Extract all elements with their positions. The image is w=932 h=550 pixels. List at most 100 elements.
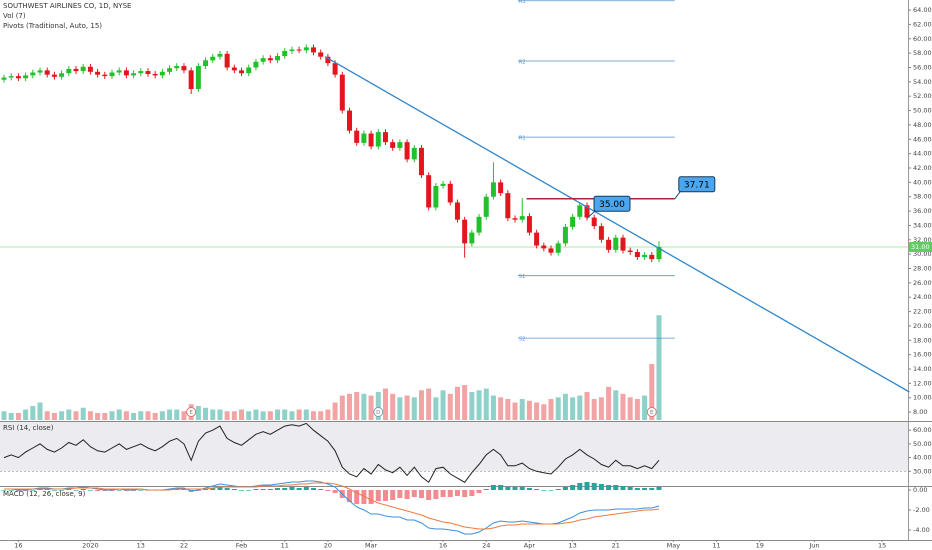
volume-bar xyxy=(51,413,57,420)
candle-body xyxy=(534,232,540,246)
rsi-band xyxy=(0,422,908,472)
volume-bar xyxy=(447,393,453,420)
candle-body xyxy=(239,70,245,74)
histogram-bar xyxy=(404,490,410,499)
candle-body xyxy=(361,133,367,143)
candle-body xyxy=(548,248,554,253)
event-label: D xyxy=(376,410,380,416)
histogram-bar xyxy=(289,487,295,490)
candle-body xyxy=(159,71,165,76)
candle-body xyxy=(267,58,273,61)
histogram-bar xyxy=(476,490,482,493)
candle-body xyxy=(138,71,144,74)
histogram-bar xyxy=(469,490,475,496)
volume-bar xyxy=(30,406,36,420)
volume-bar xyxy=(275,409,281,420)
y-tick-label: 16.00 xyxy=(913,351,932,359)
volume-bar xyxy=(339,395,345,420)
candle-body xyxy=(23,75,29,79)
volume-bar xyxy=(95,413,101,420)
volume-bar xyxy=(102,413,108,420)
candle-body xyxy=(375,132,381,147)
candle-body xyxy=(145,71,151,74)
last-price-box xyxy=(909,241,932,252)
candle-body xyxy=(123,70,129,76)
y-tick-label: 42.00 xyxy=(913,164,932,172)
candle-body xyxy=(462,219,468,244)
y-tick-label: 56.00 xyxy=(913,63,932,71)
volume-bar xyxy=(37,402,43,420)
histogram-bar xyxy=(282,488,288,490)
x-tick-label: 20 xyxy=(324,542,332,550)
candle-body xyxy=(613,237,619,250)
volume-bar xyxy=(167,409,173,420)
histogram-bar xyxy=(541,490,547,491)
pivot-label: R2 xyxy=(519,60,526,66)
volume-bar xyxy=(634,399,640,420)
histogram-bar xyxy=(217,487,223,490)
volume-bar xyxy=(224,411,230,420)
candle-body xyxy=(346,110,352,131)
volume-bar xyxy=(656,315,662,420)
volume-bar xyxy=(282,409,288,420)
volume-bar xyxy=(325,409,331,420)
histogram-bar xyxy=(80,489,86,490)
volume-bar xyxy=(59,411,65,420)
histogram-bar xyxy=(390,490,396,500)
x-tick-label: 11 xyxy=(281,542,289,550)
candle-body xyxy=(332,63,338,75)
volume-bar xyxy=(123,411,129,420)
candle-body xyxy=(131,73,137,76)
candle-body xyxy=(591,217,597,227)
event-label: E xyxy=(189,410,193,416)
histogram-bar xyxy=(239,490,245,491)
candle-body xyxy=(224,53,230,68)
candle-body xyxy=(483,196,489,217)
candle-body xyxy=(37,70,43,73)
candle-body xyxy=(411,147,417,160)
volume-bar xyxy=(620,393,626,420)
candle-body xyxy=(634,252,640,258)
volume-bar xyxy=(426,388,432,420)
volume-bar xyxy=(303,409,309,420)
volume-bar xyxy=(318,411,324,420)
volume-bar xyxy=(296,409,302,420)
y-tick-label: 50.00 xyxy=(913,107,932,115)
y-tick-label: 46.00 xyxy=(913,135,932,143)
candle-body xyxy=(167,68,173,72)
y-tick-label: 8.00 xyxy=(913,408,927,416)
histogram-bar xyxy=(418,490,424,498)
histogram-bar xyxy=(224,488,230,490)
volume-bar xyxy=(361,393,367,420)
callout-pointer xyxy=(586,209,597,219)
candle-body xyxy=(152,73,158,76)
candle-body xyxy=(282,50,288,56)
histogram-bar xyxy=(534,489,540,490)
volume-bar xyxy=(642,395,648,420)
candle-body xyxy=(66,68,72,74)
volume-bar xyxy=(404,395,410,420)
histogram-bar xyxy=(275,488,281,490)
y-tick-label: 38.00 xyxy=(913,193,932,201)
volume-bar xyxy=(397,397,403,420)
y-tick-label: 40.00 xyxy=(913,178,932,186)
candle-body xyxy=(15,76,21,79)
volume-bar xyxy=(440,390,446,420)
candle-body xyxy=(642,254,648,258)
histogram-bar xyxy=(325,490,331,491)
histogram-bar xyxy=(584,482,590,490)
candle-body xyxy=(426,175,432,208)
x-tick-label: Apr xyxy=(524,542,536,550)
histogram-bar xyxy=(591,483,597,490)
candle-body xyxy=(87,66,93,72)
y-tick-label: 44.00 xyxy=(913,150,932,158)
candle-body xyxy=(577,205,583,217)
histogram-bar xyxy=(303,487,309,490)
volume-bar xyxy=(80,407,86,420)
volume-bar xyxy=(210,409,216,420)
volume-bar xyxy=(109,411,115,420)
x-tick-label: Feb xyxy=(236,542,248,550)
candle-body xyxy=(433,185,439,208)
candle-body xyxy=(562,226,568,244)
y-tick-label: 40.00 xyxy=(913,454,932,462)
